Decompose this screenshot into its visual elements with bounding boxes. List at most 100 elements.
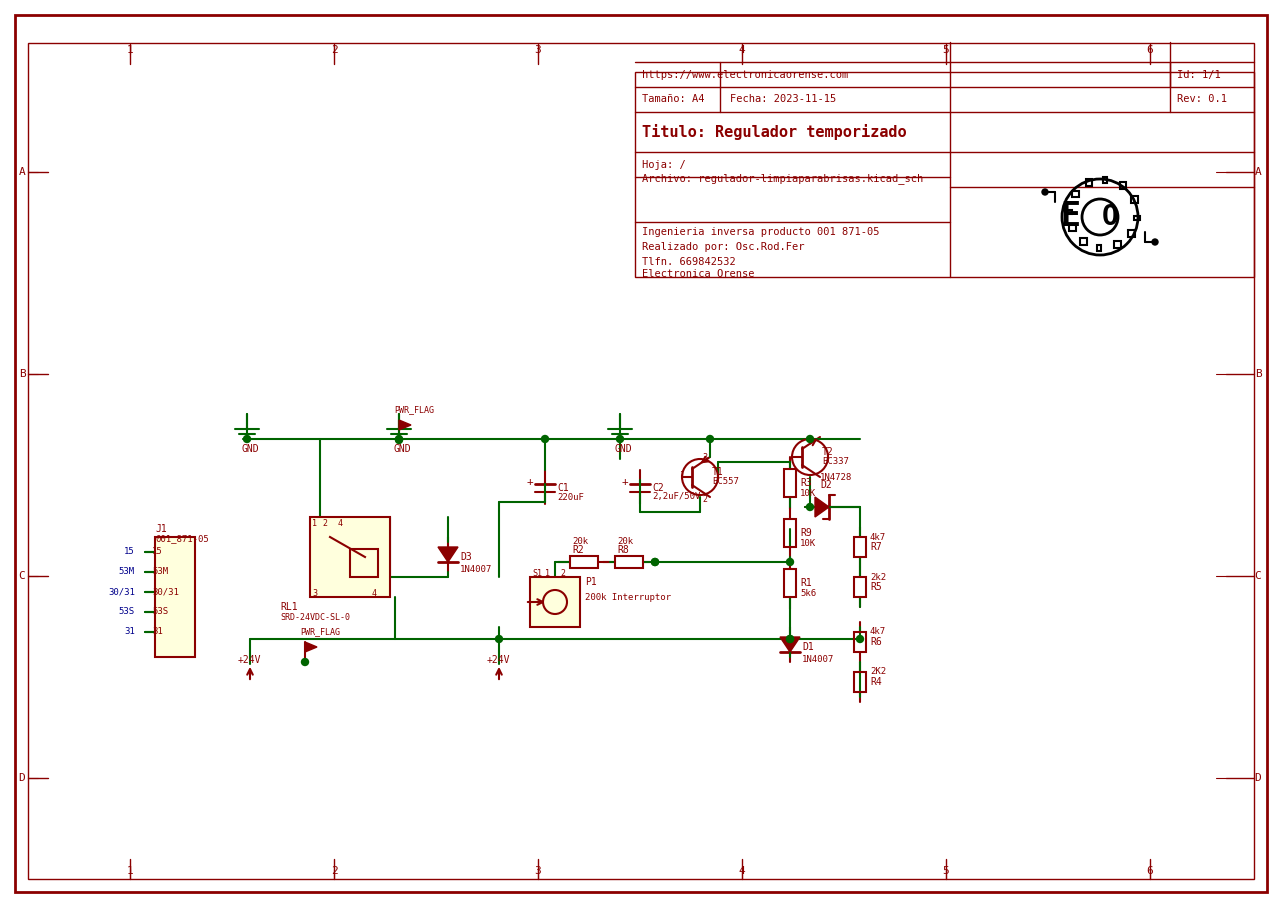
Text: 20k: 20k xyxy=(572,538,588,547)
Text: GND: GND xyxy=(241,444,259,454)
Text: P1: P1 xyxy=(585,577,596,587)
Text: 1: 1 xyxy=(679,471,685,480)
Bar xyxy=(1069,225,1077,231)
Text: D3: D3 xyxy=(460,552,472,562)
Text: Fecha: 2023-11-15: Fecha: 2023-11-15 xyxy=(729,94,836,104)
Text: T2: T2 xyxy=(822,447,833,457)
Text: 1: 1 xyxy=(127,866,133,876)
Circle shape xyxy=(396,436,403,444)
Text: Realizado por: Osc.Rod.Fer: Realizado por: Osc.Rod.Fer xyxy=(642,242,805,252)
Text: Hoja: /: Hoja: / xyxy=(642,160,686,170)
Circle shape xyxy=(706,435,714,443)
Bar xyxy=(1086,179,1092,186)
Text: SRD-24VDC-SL-0: SRD-24VDC-SL-0 xyxy=(279,612,350,621)
Circle shape xyxy=(617,435,623,443)
Text: S1: S1 xyxy=(532,570,542,579)
Text: 4: 4 xyxy=(338,520,344,529)
Circle shape xyxy=(244,435,250,443)
Circle shape xyxy=(1153,239,1158,245)
Text: 001_871-05: 001_871-05 xyxy=(155,534,209,543)
Text: 4: 4 xyxy=(738,866,745,876)
Text: R9: R9 xyxy=(800,528,812,538)
Text: 1: 1 xyxy=(127,45,133,55)
Text: R5: R5 xyxy=(870,582,882,592)
Bar xyxy=(785,569,796,597)
Text: C: C xyxy=(1255,571,1261,581)
Text: 3: 3 xyxy=(312,590,317,599)
Bar xyxy=(1081,238,1087,245)
Bar xyxy=(1067,210,1072,214)
Text: R6: R6 xyxy=(870,637,882,647)
Text: Ingenieria inversa producto 001 871-05: Ingenieria inversa producto 001 871-05 xyxy=(642,227,879,237)
Text: 20k: 20k xyxy=(617,538,633,547)
Circle shape xyxy=(806,503,814,511)
Text: 2: 2 xyxy=(331,45,337,55)
Text: 5: 5 xyxy=(942,45,950,55)
Text: 200k Interruptor: 200k Interruptor xyxy=(585,592,670,601)
Text: Tamaño: A4: Tamaño: A4 xyxy=(642,94,705,104)
Text: 2K2: 2K2 xyxy=(870,668,886,677)
Bar xyxy=(529,577,579,627)
Bar xyxy=(155,537,195,657)
Circle shape xyxy=(396,435,403,443)
Text: C: C xyxy=(19,571,26,581)
Circle shape xyxy=(496,636,503,642)
Bar xyxy=(1072,191,1079,198)
Bar xyxy=(785,469,796,497)
Text: 10K: 10K xyxy=(800,539,817,548)
Bar xyxy=(1114,240,1120,248)
Circle shape xyxy=(651,559,659,565)
Circle shape xyxy=(301,658,309,666)
Polygon shape xyxy=(438,547,458,562)
Bar xyxy=(1103,177,1106,183)
Text: 2: 2 xyxy=(322,520,327,529)
Circle shape xyxy=(1042,189,1047,195)
Text: 1N4728: 1N4728 xyxy=(820,473,853,482)
Circle shape xyxy=(856,636,864,642)
Bar xyxy=(785,519,796,547)
Text: D: D xyxy=(19,773,26,783)
Text: 15: 15 xyxy=(124,548,135,557)
Text: RL1: RL1 xyxy=(279,602,297,612)
Text: 31: 31 xyxy=(153,628,163,637)
Text: PWR_FLAG: PWR_FLAG xyxy=(300,628,340,637)
Bar xyxy=(350,549,378,577)
Text: 3: 3 xyxy=(535,45,541,55)
Text: 5k6: 5k6 xyxy=(800,589,817,598)
Circle shape xyxy=(806,435,814,443)
Text: R8: R8 xyxy=(617,545,628,555)
Text: +: + xyxy=(622,477,628,487)
Bar xyxy=(1097,245,1101,251)
Text: PWR_FLAG: PWR_FLAG xyxy=(394,405,435,414)
Text: Tlfn. 669842532: Tlfn. 669842532 xyxy=(642,257,736,267)
Circle shape xyxy=(651,559,659,565)
Text: 6: 6 xyxy=(1146,866,1154,876)
Text: R1: R1 xyxy=(800,578,812,588)
Text: 30/31: 30/31 xyxy=(153,588,179,597)
Text: 1: 1 xyxy=(312,520,317,529)
Circle shape xyxy=(786,636,794,642)
Text: R3: R3 xyxy=(800,478,812,488)
Text: 2,2uF/50V: 2,2uF/50V xyxy=(653,493,700,502)
Text: BC557: BC557 xyxy=(712,477,738,486)
Text: Electronica Orense: Electronica Orense xyxy=(642,269,755,279)
Polygon shape xyxy=(399,420,412,430)
Text: Titulo: Regulador temporizado: Titulo: Regulador temporizado xyxy=(642,124,906,140)
Bar xyxy=(854,632,867,652)
Text: 53M: 53M xyxy=(119,568,135,577)
Text: Id: 1/1: Id: 1/1 xyxy=(1177,70,1220,80)
Text: Rev: 0.1: Rev: 0.1 xyxy=(1177,94,1227,104)
Text: 1N4007: 1N4007 xyxy=(460,564,492,573)
Text: 1: 1 xyxy=(545,570,550,579)
Bar xyxy=(854,577,867,597)
Text: C1: C1 xyxy=(556,483,569,493)
Text: T1: T1 xyxy=(712,467,724,477)
Text: 53S: 53S xyxy=(153,608,168,617)
Polygon shape xyxy=(779,637,800,652)
Text: 4k7: 4k7 xyxy=(870,628,886,637)
Text: BC337: BC337 xyxy=(822,457,849,466)
Text: 15: 15 xyxy=(153,548,163,557)
Text: 5: 5 xyxy=(942,866,950,876)
Bar xyxy=(1135,216,1140,220)
Text: E: E xyxy=(1060,200,1079,233)
